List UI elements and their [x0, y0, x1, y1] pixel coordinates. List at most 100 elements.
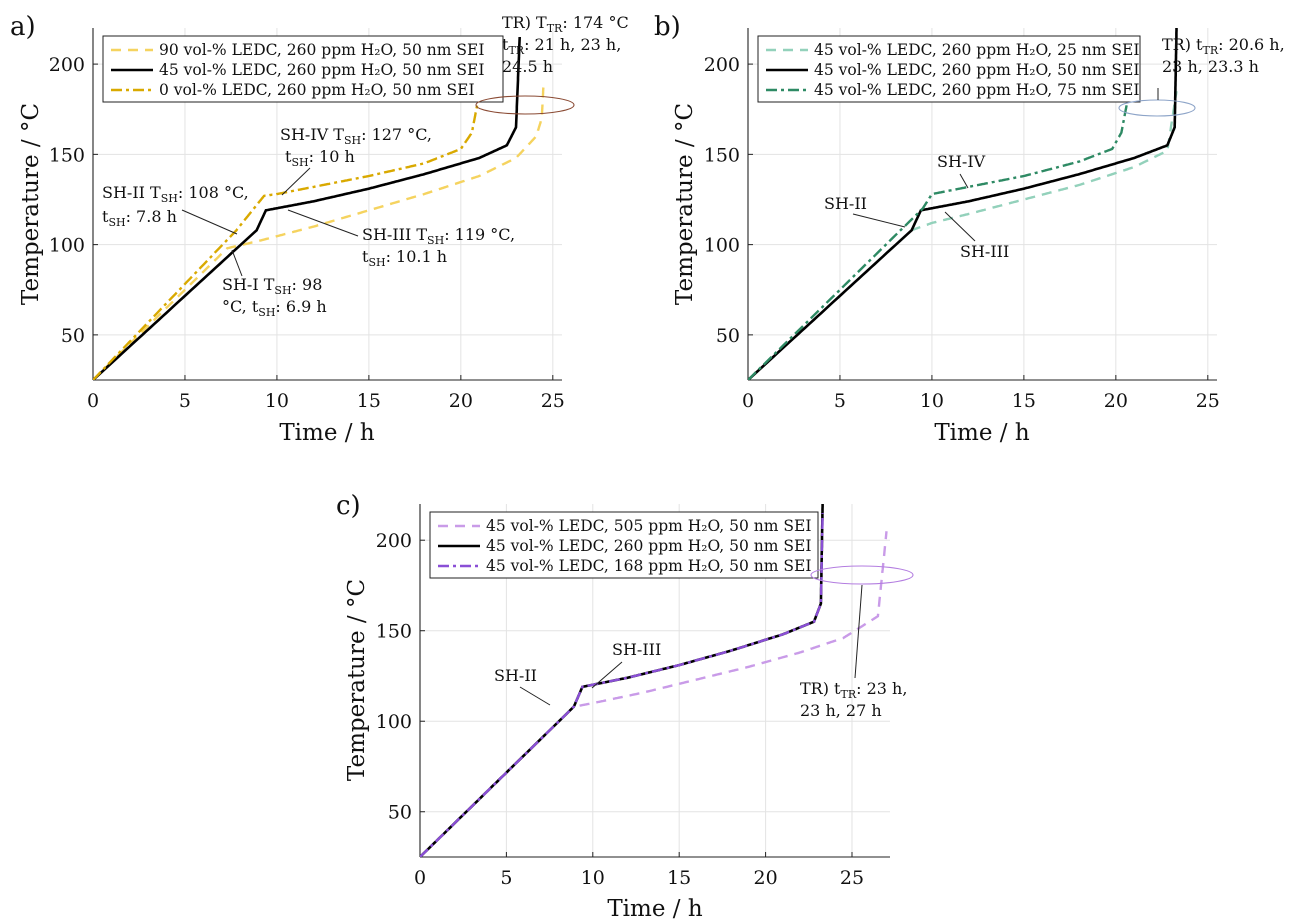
y-axis-label: Temperature / °C	[344, 579, 370, 781]
panel-b: 0 5 10 15 20 25 50 100 150 200 Time / h Temperature…	[654, 12, 1285, 446]
sh1-label-line2-rest: : 6.9 h	[275, 297, 326, 316]
panel-letter: b)	[654, 12, 681, 42]
sh4-label-line1-sub: SH	[344, 134, 361, 147]
annotation-sh1: SH-I TSH: 98°C, tSH: 6.9 h	[222, 275, 327, 319]
sh3-label: SH-III	[960, 242, 1009, 261]
y-tick-label: 200	[376, 530, 412, 552]
sh2-label-line2-rest: : 7.8 h	[126, 207, 177, 226]
annotation-tr: TR) tTR: 20.6 h,23 h, 23.3 h	[1118, 35, 1285, 117]
sh3-label-line1-sub: SH	[427, 234, 444, 247]
y-tick-label: 150	[49, 144, 85, 166]
sh4-label-line1: SH-IV TSH: 127 °C,	[280, 125, 432, 147]
sh4-label-line2-sub: SH	[291, 156, 308, 169]
legend: 90 vol-% LEDC, 260 ppm H₂O, 50 nm SEI 45 …	[102, 35, 504, 103]
series-line-1	[420, 531, 888, 857]
x-tick-label: 0	[87, 390, 99, 412]
tr-label-line1-sub: TR	[1202, 44, 1218, 57]
tr-label-line3: 24.5 h	[502, 57, 553, 76]
x-tick-label: 5	[834, 390, 846, 412]
panel-letter: c)	[336, 491, 361, 521]
tr-label-line1-sub: TR	[547, 22, 563, 35]
tr-label-line2: tTR: 21 h, 23 h,	[502, 35, 621, 57]
sh2-label-line1-rest: : 108 °C,	[178, 183, 249, 202]
tr-label-line1-sub: TR	[840, 688, 856, 701]
x-tick-label: 10	[265, 390, 289, 412]
y-tick-label: 100	[704, 235, 740, 257]
x-axis-label: Time / h	[279, 420, 374, 446]
sh2-label: SH-II	[824, 194, 867, 213]
sh3-label-line1-main: SH-III T	[362, 225, 427, 244]
x-tick-label: 15	[667, 867, 691, 889]
y-tick-label: 50	[61, 325, 85, 347]
legend-entry-3: 0 vol-% LEDC, 260 ppm H₂O, 50 nm SEI	[159, 81, 475, 99]
tr-label-line1-main: TR) T	[502, 13, 547, 32]
sh2-label-line2-main: t	[102, 207, 109, 226]
x-tick-label: 20	[753, 867, 777, 889]
sh1-label-line1-main: SH-I T	[222, 275, 275, 294]
x-tick-label: 0	[414, 867, 426, 889]
x-axis-label: Time / h	[607, 896, 702, 920]
legend-entry-2: 45 vol-% LEDC, 260 ppm H₂O, 50 nm SEI	[486, 537, 811, 555]
sh4-label: SH-IV	[937, 152, 986, 171]
annotation-leader	[281, 167, 311, 196]
x-tick-label: 15	[1012, 390, 1036, 412]
tr-label-line2-main: t	[502, 35, 509, 54]
annotation-leader	[854, 584, 863, 679]
legend-entry-3: 45 vol-% LEDC, 260 ppm H₂O, 75 nm SEI	[814, 81, 1139, 99]
tr-label-line1-main: TR) t	[800, 679, 841, 698]
series-group	[420, 504, 888, 857]
y-tick-label: 150	[376, 621, 412, 643]
series-line-2	[93, 36, 521, 380]
sh3-label: SH-III	[612, 640, 661, 659]
x-tick-label: 10	[920, 390, 944, 412]
tr-label-line1-rest: : 20.6 h,	[1218, 35, 1285, 54]
y-tick-label: 100	[376, 711, 412, 733]
sh3-label-line2-rest: : 10.1 h	[386, 247, 448, 266]
sh2-label-line2: tSH: 7.8 h	[102, 207, 177, 229]
x-tick-label: 20	[1104, 390, 1128, 412]
annotation-leader	[287, 209, 359, 237]
sh3-label-line2-main: t	[362, 247, 369, 266]
tr-label-line1-rest: : 23 h,	[856, 679, 907, 698]
y-axis-label: Temperature / °C	[18, 103, 44, 305]
x-tick-label: 20	[449, 390, 473, 412]
tr-ellipse	[475, 95, 575, 115]
legend-entry-1: 45 vol-% LEDC, 505 ppm H₂O, 50 nm SEI	[486, 517, 811, 535]
x-axis-label: Time / h	[934, 420, 1029, 446]
tr-label-line2-rest: : 21 h, 23 h,	[524, 35, 621, 54]
x-tick-label: 25	[840, 867, 864, 889]
sh3-label-line1-rest: : 119 °C,	[444, 225, 515, 244]
sh1-label-line2: °C, tSH: 6.9 h	[222, 297, 327, 319]
legend-entry-3: 45 vol-% LEDC, 168 ppm H₂O, 50 nm SEI	[486, 557, 811, 575]
annotation-leader	[944, 211, 976, 242]
annotation-sh2: SH-II TSH: 108 °C,tSH: 7.8 h	[102, 183, 249, 229]
series-line-2	[748, 28, 1178, 380]
x-tick-label: 0	[742, 390, 754, 412]
panel-c: 0 5 10 15 20 25 50 100 150 200 Time / h Temperature…	[336, 491, 914, 920]
sh1-label-line2-sub: SH	[258, 306, 275, 319]
annotation-sh3: SH-III TSH: 119 °C,t SH: 10.1 h	[362, 225, 515, 269]
tr-ellipse	[810, 565, 914, 585]
legend-box	[429, 511, 819, 579]
series-line-3	[748, 103, 1129, 380]
sh2-label: SH-II	[494, 666, 537, 685]
sh1-label-line1: SH-I TSH: 98	[222, 275, 322, 297]
y-tick-label: 100	[49, 235, 85, 257]
series-line-3	[420, 513, 824, 857]
annotation-leader	[591, 661, 623, 689]
tr-label-line1: TR) tTR: 23 h,	[800, 679, 907, 701]
series-group	[93, 36, 545, 380]
y-tick-label: 150	[704, 144, 740, 166]
annotation-leader	[181, 209, 238, 235]
sh4-label-line2: tSH: 10 h	[285, 147, 355, 169]
legend-entry-1: 45 vol-% LEDC, 260 ppm H₂O, 25 nm SEI	[814, 41, 1139, 59]
sh2-label-line1: SH-II TSH: 108 °C,	[102, 183, 249, 205]
x-tick-label: 25	[541, 390, 565, 412]
annotation-leader	[519, 686, 551, 706]
y-tick-label: 50	[388, 802, 412, 824]
tr-label-line2-sub: TR	[508, 44, 524, 57]
legend-box	[102, 35, 504, 103]
sh3-label-line1: SH-III TSH: 119 °C,	[362, 225, 515, 247]
